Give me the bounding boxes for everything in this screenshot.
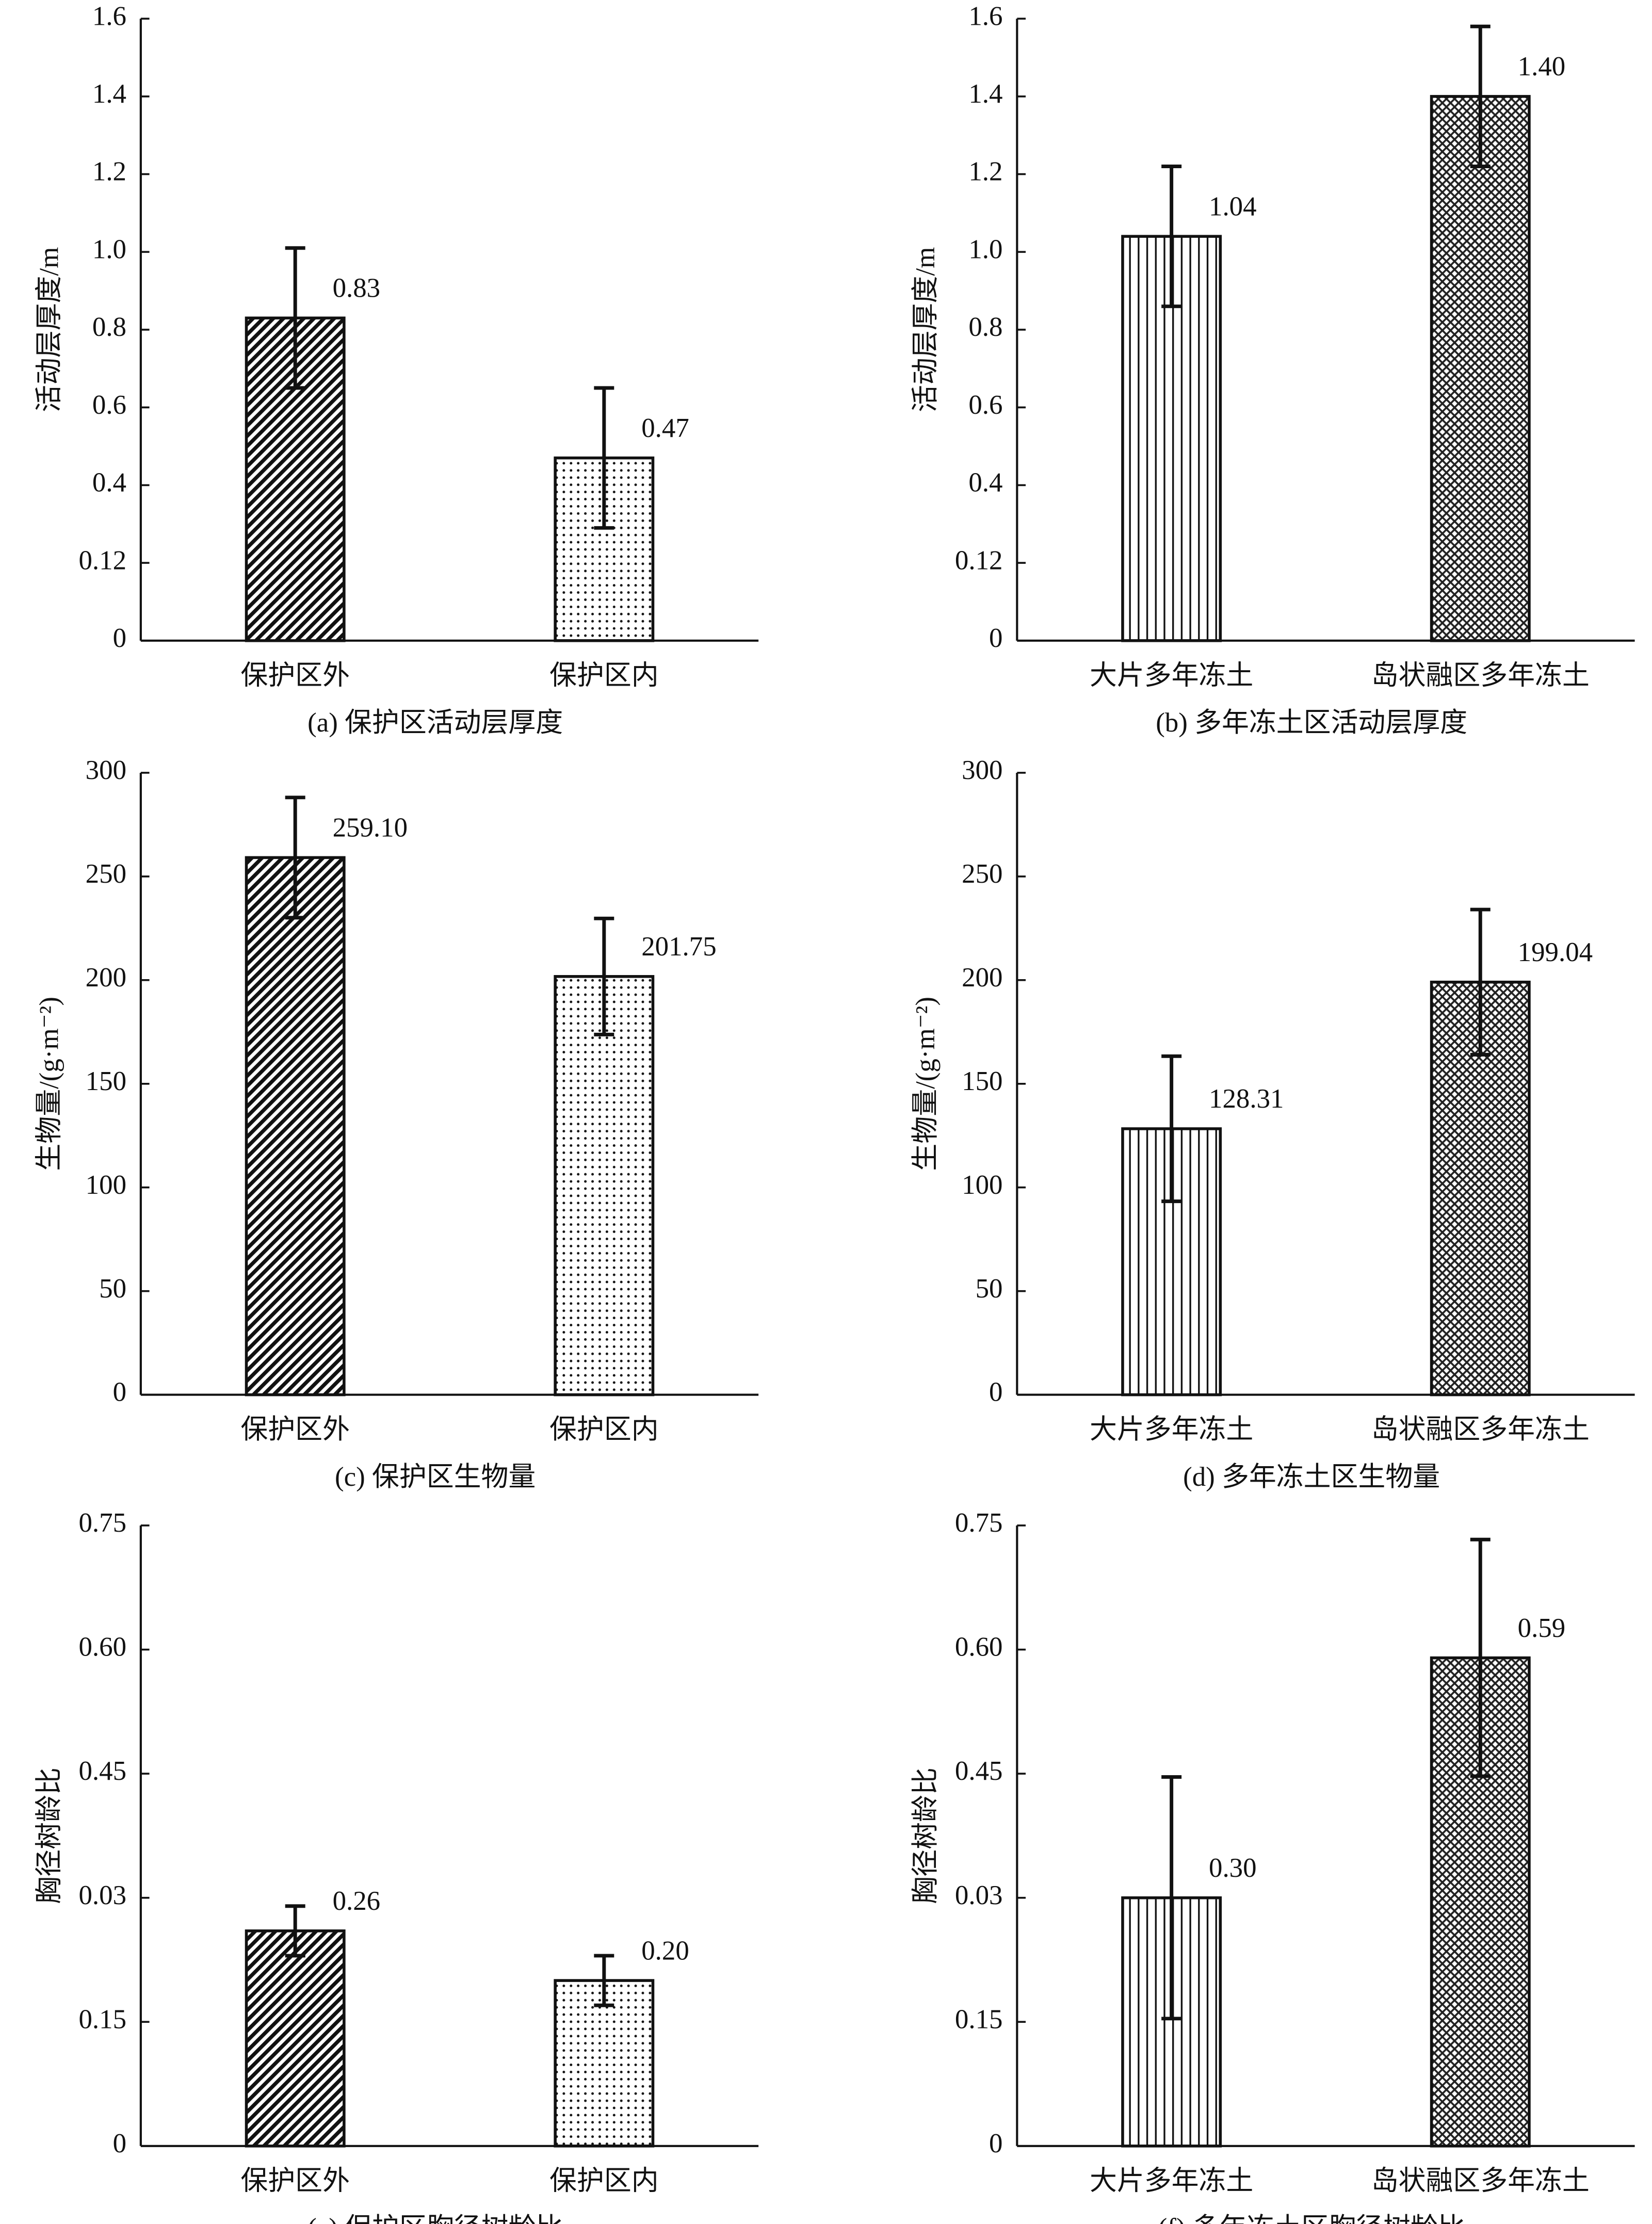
y-tick-label: 0 bbox=[113, 623, 126, 653]
chart-caption: (f) 多年冻土区胸径树龄比 bbox=[1158, 2213, 1465, 2224]
y-tick-label: 0.15 bbox=[955, 2004, 1003, 2034]
y-tick-label: 1.6 bbox=[968, 1, 1002, 31]
value-label: 0.83 bbox=[333, 273, 381, 303]
value-label: 1.40 bbox=[1518, 52, 1566, 82]
error-bar bbox=[1470, 24, 1491, 169]
x-tick-label: 大片多年冻土 bbox=[1090, 2166, 1253, 2196]
y-tick-label: 0.12 bbox=[955, 545, 1003, 575]
y-tick-label: 0.03 bbox=[78, 1880, 126, 1910]
chart-caption: (d) 多年冻土区生物量 bbox=[1183, 1462, 1440, 1492]
y-axis-label: 活动层厚度/m bbox=[911, 247, 941, 412]
y-axis-label: 活动层厚度/m bbox=[34, 247, 64, 412]
x-tick-label: 岛状融区多年冻土 bbox=[1371, 2166, 1590, 2196]
x-tick-label: 保护区外 bbox=[240, 2166, 350, 2196]
y-tick-label: 50 bbox=[976, 1274, 1003, 1304]
x-tick-label: 保护区内 bbox=[549, 1415, 659, 1444]
y-tick-label: 0.12 bbox=[78, 545, 126, 575]
y-axis-label: 生物量/(g·m⁻²) bbox=[911, 997, 941, 1171]
y-axis-label: 胸径树龄比 bbox=[911, 1767, 941, 1904]
y-tick-label: 300 bbox=[86, 755, 126, 785]
y-tick-label: 1.4 bbox=[92, 79, 126, 109]
x-tick-label: 保护区外 bbox=[240, 660, 350, 690]
y-tick-label: 300 bbox=[962, 755, 1002, 785]
value-label: 259.10 bbox=[333, 813, 408, 843]
y-tick-label: 50 bbox=[99, 1274, 126, 1304]
y-tick-label: 200 bbox=[86, 963, 126, 993]
x-tick-label: 大片多年冻土 bbox=[1090, 660, 1253, 690]
y-tick-label: 0.75 bbox=[955, 1508, 1003, 1538]
bar bbox=[1430, 95, 1531, 642]
error-bar bbox=[285, 246, 305, 390]
x-tick-label: 岛状融区多年冻土 bbox=[1371, 660, 1590, 690]
error-bar bbox=[1161, 1054, 1182, 1204]
y-tick-label: 0.75 bbox=[78, 1508, 126, 1538]
y-tick-label: 1.4 bbox=[968, 79, 1002, 109]
error-bar bbox=[594, 916, 614, 1036]
y-tick-label: 0.8 bbox=[92, 312, 126, 342]
value-label: 1.04 bbox=[1209, 191, 1257, 221]
y-tick-label: 0.15 bbox=[78, 2004, 126, 2034]
y-tick-label: 0 bbox=[989, 623, 1002, 653]
chart-caption: (a) 保护区活动层厚度 bbox=[307, 708, 563, 738]
value-label: 0.47 bbox=[641, 413, 689, 443]
value-label: 201.75 bbox=[641, 932, 716, 962]
y-tick-label: 0.6 bbox=[968, 390, 1002, 420]
error-bar bbox=[285, 1904, 305, 1958]
value-label: 128.31 bbox=[1209, 1084, 1284, 1114]
chart-caption: (c) 保护区生物量 bbox=[335, 1462, 536, 1492]
error-bar bbox=[1470, 1537, 1491, 1778]
value-label: 199.04 bbox=[1518, 937, 1593, 967]
y-tick-label: 0.4 bbox=[968, 468, 1002, 498]
x-tick-label: 保护区外 bbox=[240, 1415, 350, 1444]
x-tick-label: 岛状融区多年冻土 bbox=[1371, 1415, 1590, 1444]
y-tick-label: 1.0 bbox=[92, 234, 126, 264]
y-tick-label: 100 bbox=[86, 1170, 126, 1200]
y-axis-label: 胸径树龄比 bbox=[34, 1767, 64, 1904]
y-tick-label: 0.4 bbox=[92, 468, 126, 498]
error-bar bbox=[594, 386, 614, 530]
x-tick-label: 大片多年冻土 bbox=[1090, 1415, 1253, 1444]
y-tick-label: 1.2 bbox=[968, 157, 1002, 187]
value-label: 0.20 bbox=[641, 1936, 689, 1966]
y-tick-label: 1.6 bbox=[92, 1, 126, 31]
value-label: 0.26 bbox=[333, 1886, 381, 1916]
error-bar bbox=[594, 1954, 614, 2007]
x-tick-label: 保护区内 bbox=[549, 660, 659, 690]
chart-caption: (b) 多年冻土区活动层厚度 bbox=[1156, 708, 1467, 738]
y-tick-label: 100 bbox=[962, 1170, 1002, 1200]
y-tick-label: 250 bbox=[962, 859, 1002, 889]
y-tick-label: 0.45 bbox=[78, 1756, 126, 1786]
bar bbox=[245, 856, 346, 1397]
y-tick-label: 0 bbox=[113, 2129, 126, 2158]
y-tick-label: 0.60 bbox=[955, 1632, 1003, 1662]
y-axis-label: 生物量/(g·m⁻²) bbox=[34, 997, 64, 1171]
error-bar bbox=[1470, 907, 1491, 1057]
value-label: 0.59 bbox=[1518, 1613, 1566, 1643]
x-tick-label: 保护区内 bbox=[549, 2166, 659, 2196]
y-tick-label: 1.2 bbox=[92, 157, 126, 187]
y-tick-label: 150 bbox=[962, 1066, 1002, 1096]
y-tick-label: 250 bbox=[86, 859, 126, 889]
y-tick-label: 0.60 bbox=[78, 1632, 126, 1662]
y-tick-label: 200 bbox=[962, 963, 1002, 993]
y-tick-label: 0 bbox=[113, 1377, 126, 1407]
error-bar bbox=[285, 796, 305, 920]
y-tick-label: 0 bbox=[989, 1377, 1002, 1407]
y-tick-label: 150 bbox=[86, 1066, 126, 1096]
y-tick-label: 0.45 bbox=[955, 1756, 1003, 1786]
y-tick-label: 0.03 bbox=[955, 1880, 1003, 1910]
bar bbox=[245, 1929, 346, 2148]
chart-caption: (e) 保护区胸径树龄比 bbox=[307, 2213, 563, 2224]
value-label: 0.30 bbox=[1209, 1853, 1257, 1883]
error-bar bbox=[1161, 1775, 1182, 2021]
y-tick-label: 0.8 bbox=[968, 312, 1002, 342]
y-tick-label: 0 bbox=[989, 2129, 1002, 2158]
y-tick-label: 1.0 bbox=[968, 234, 1002, 264]
bar bbox=[554, 975, 655, 1397]
error-bar bbox=[1161, 165, 1182, 309]
y-tick-label: 0.6 bbox=[92, 390, 126, 420]
